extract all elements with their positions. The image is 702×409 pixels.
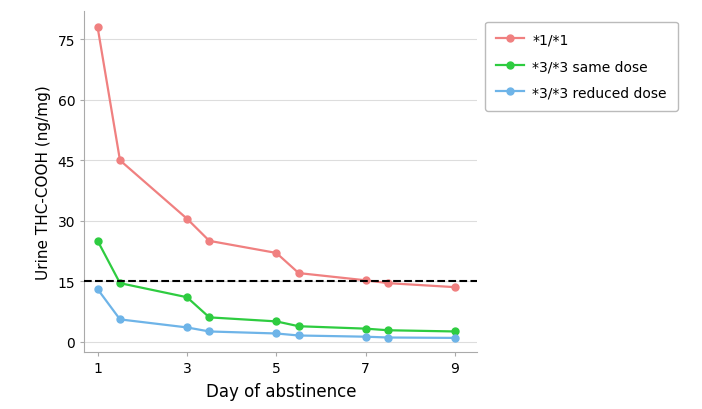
*1/*1 [451,285,459,290]
*3/*3 reduced dose [294,333,303,338]
*1/*1 [116,158,124,163]
Legend: *1/*1, *3/*3 same dose, *3/*3 reduced dose: *1/*1, *3/*3 same dose, *3/*3 reduced do… [485,22,678,112]
*3/*3 reduced dose [384,335,392,340]
*3/*3 reduced dose [451,336,459,341]
*3/*3 reduced dose [205,329,213,334]
*3/*3 same dose [116,281,124,286]
*3/*3 same dose [93,239,102,244]
*1/*1 [183,217,191,222]
*3/*3 reduced dose [183,325,191,330]
*1/*1 [294,271,303,276]
Y-axis label: Urine THC-COOH (ng/mg): Urine THC-COOH (ng/mg) [36,85,51,279]
*1/*1 [93,26,102,31]
*3/*3 reduced dose [272,331,281,336]
Line: *3/*3 same dose: *3/*3 same dose [94,238,458,335]
Line: *3/*3 reduced dose: *3/*3 reduced dose [94,286,458,342]
*3/*3 reduced dose [93,287,102,292]
*3/*3 same dose [183,295,191,300]
*3/*3 same dose [362,326,370,331]
*3/*3 same dose [272,319,281,324]
*3/*3 same dose [451,329,459,334]
*3/*3 reduced dose [116,317,124,322]
*1/*1 [384,281,392,286]
*3/*3 same dose [205,315,213,320]
*1/*1 [272,251,281,256]
*1/*1 [205,239,213,244]
*3/*3 reduced dose [362,335,370,339]
Line: *1/*1: *1/*1 [94,25,458,291]
*1/*1 [362,278,370,283]
*3/*3 same dose [294,324,303,329]
X-axis label: Day of abstinence: Day of abstinence [206,382,356,400]
*3/*3 same dose [384,328,392,333]
